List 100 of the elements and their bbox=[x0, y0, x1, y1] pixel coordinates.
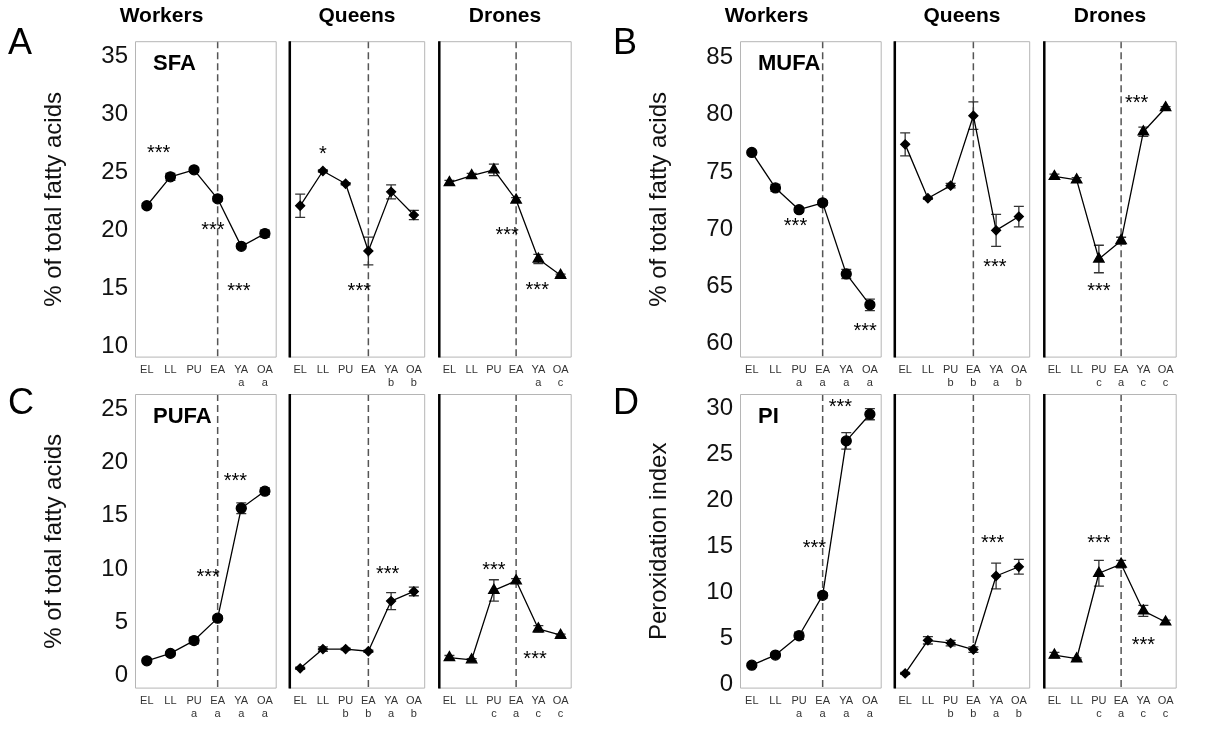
x-tick-label: PU a bbox=[186, 694, 202, 720]
x-tick-label: EL bbox=[898, 694, 912, 707]
x-tick-label: EA a bbox=[815, 694, 831, 720]
y-tick-label: 25 bbox=[101, 156, 128, 184]
y-axis-title: Peroxidation index bbox=[644, 442, 672, 641]
x-tick-label: EA a bbox=[1113, 363, 1130, 389]
x-tick-label: LL bbox=[921, 694, 935, 707]
x-tick-label: EA bbox=[508, 363, 525, 376]
x-tick-label: EL bbox=[293, 363, 307, 376]
x-tick-label: EA b bbox=[966, 694, 982, 720]
x-tick-label: OA b bbox=[1010, 363, 1028, 389]
y-tick-label: 5 bbox=[114, 607, 128, 635]
y-tick-label: 20 bbox=[706, 485, 733, 513]
annotation: *** bbox=[1131, 633, 1156, 656]
y-tick-label: 20 bbox=[101, 214, 128, 242]
y-tick-label: 10 bbox=[706, 577, 733, 605]
y-axis-title: % of total fatty acids bbox=[39, 92, 67, 307]
x-tick-label: LL bbox=[921, 363, 935, 376]
x-tick-label: LL bbox=[316, 363, 330, 376]
x-tick-label: OA b bbox=[1010, 694, 1028, 720]
annotation: *** bbox=[201, 217, 225, 240]
x-tick-label: OA c bbox=[1157, 363, 1175, 389]
x-tick-label: OA a bbox=[861, 363, 879, 389]
annotation: *** bbox=[1087, 278, 1111, 301]
y-axis-title: % of total fatty acids bbox=[644, 92, 672, 307]
x-tick-label: YA b bbox=[384, 363, 399, 389]
y-tick-label: 85 bbox=[706, 41, 733, 69]
annotation: * bbox=[319, 142, 327, 165]
annotation: *** bbox=[983, 254, 1007, 277]
x-tick-label: YA a bbox=[234, 363, 249, 389]
x-tick-label: PU bbox=[186, 363, 202, 376]
x-tick-label: EL bbox=[1047, 363, 1062, 376]
annotation: *** bbox=[981, 531, 1005, 554]
x-tick-label: YA a bbox=[531, 363, 546, 389]
x-tick-label: LL bbox=[316, 694, 330, 707]
annotation: *** bbox=[802, 535, 827, 558]
x-tick-label: EA a bbox=[508, 694, 525, 720]
x-tick-label: EL bbox=[745, 694, 759, 707]
x-tick-label: YA a bbox=[234, 694, 249, 720]
x-tick-label: PU a bbox=[791, 363, 807, 389]
annotation: *** bbox=[376, 561, 400, 584]
x-tick-label: YA a bbox=[989, 363, 1004, 389]
annotation: *** bbox=[523, 647, 547, 670]
y-tick-label: 10 bbox=[101, 553, 128, 581]
annotation: *** bbox=[227, 278, 251, 301]
y-tick-label: 20 bbox=[101, 446, 128, 474]
annotation: *** bbox=[783, 214, 808, 237]
x-tick-label: EL bbox=[898, 363, 912, 376]
annotation: PI bbox=[758, 403, 779, 429]
x-tick-label: PU b bbox=[942, 694, 959, 720]
annotation: PUFA bbox=[153, 403, 212, 429]
y-axis-title: % of total fatty acids bbox=[39, 433, 67, 649]
y-tick-label: 35 bbox=[101, 40, 128, 68]
x-tick-label: EL bbox=[293, 694, 307, 707]
x-tick-label: PU c bbox=[1091, 694, 1107, 720]
y-tick-label: 15 bbox=[101, 500, 128, 528]
y-tick-label: 70 bbox=[706, 213, 733, 241]
y-tick-label: 30 bbox=[706, 393, 733, 421]
y-tick-label: 80 bbox=[706, 99, 733, 127]
x-tick-label: EA a bbox=[1113, 694, 1130, 720]
text: B bbox=[613, 20, 638, 62]
text: A bbox=[8, 20, 33, 62]
x-tick-label: YA a bbox=[839, 363, 854, 389]
x-tick-label: YA c bbox=[1136, 694, 1151, 720]
x-tick-label: OA c bbox=[552, 694, 570, 720]
y-tick-label: 30 bbox=[101, 98, 128, 126]
x-tick-label: OA a bbox=[861, 694, 879, 720]
x-tick-label: YA a bbox=[384, 694, 399, 720]
x-tick-label: OA a bbox=[256, 694, 274, 720]
x-tick-label: OA c bbox=[1157, 694, 1175, 720]
x-tick-label: EA a bbox=[210, 694, 226, 720]
y-tick-label: 15 bbox=[101, 272, 128, 300]
x-tick-label: EL bbox=[1047, 694, 1062, 707]
annotation: *** bbox=[828, 395, 853, 418]
x-tick-label: LL bbox=[164, 694, 177, 707]
x-tick-label: EL bbox=[442, 694, 457, 707]
x-tick-label: YA a bbox=[839, 694, 854, 720]
x-tick-label: OA a bbox=[256, 363, 274, 389]
x-tick-label: LL bbox=[1070, 363, 1083, 376]
x-tick-label: PU c bbox=[1091, 363, 1107, 389]
chart-title: Drones bbox=[1073, 3, 1147, 27]
x-tick-label: EA bbox=[210, 363, 226, 376]
x-tick-label: LL bbox=[164, 363, 177, 376]
x-tick-label: EL bbox=[140, 694, 154, 707]
x-tick-label: PU c bbox=[486, 694, 502, 720]
x-tick-label: EL bbox=[442, 363, 457, 376]
annotation: *** bbox=[1087, 531, 1111, 554]
x-tick-label: PU a bbox=[791, 694, 807, 720]
annotation: *** bbox=[482, 557, 506, 580]
x-tick-label: PU bbox=[486, 363, 502, 376]
chart-title: Workers bbox=[724, 3, 809, 27]
y-tick-label: 10 bbox=[101, 330, 128, 358]
chart-title: Queens bbox=[923, 3, 1001, 27]
y-tick-label: 25 bbox=[706, 439, 733, 467]
x-tick-label: EL bbox=[745, 363, 759, 376]
x-tick-label: PU b bbox=[942, 363, 959, 389]
y-tick-label: 60 bbox=[706, 328, 733, 356]
x-tick-label: YA c bbox=[1136, 363, 1151, 389]
x-tick-label: LL bbox=[769, 363, 782, 376]
x-tick-label: OA b bbox=[405, 694, 423, 720]
